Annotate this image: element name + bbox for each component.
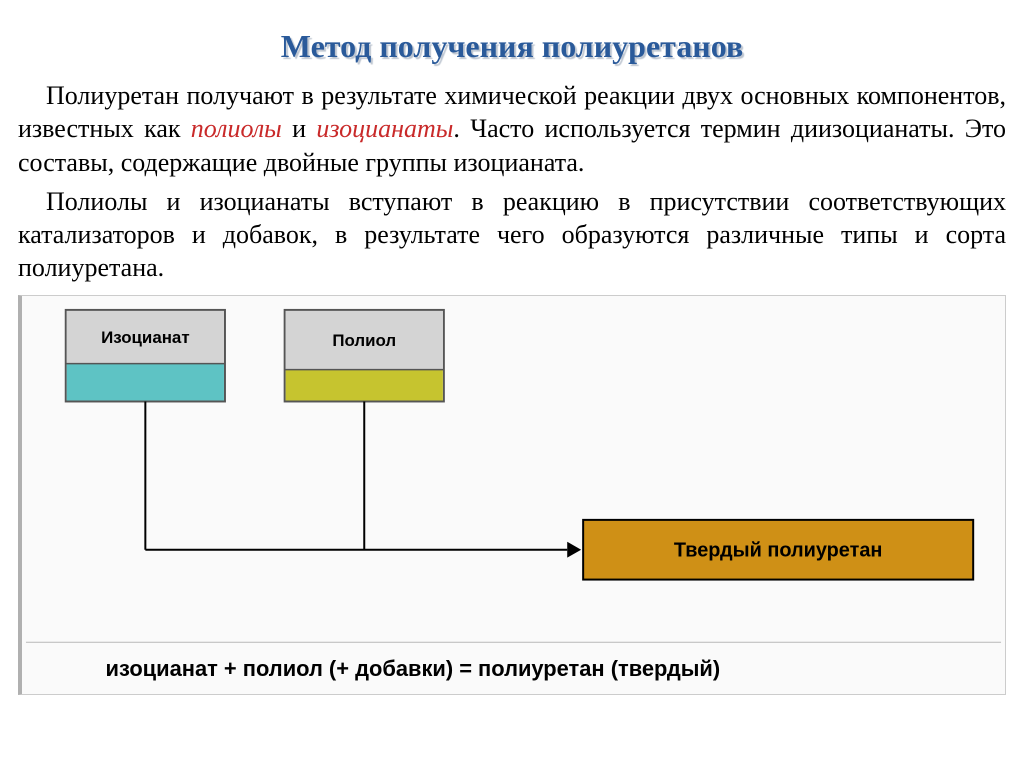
paragraph-2: Полиолы и изоцианаты вступают в реакцию …	[18, 185, 1006, 285]
svg-text:изоцианат + полиол (+ добавки): изоцианат + полиол (+ добавки) = полиуре…	[106, 656, 721, 681]
keyword-isocyanates: изоцианаты	[316, 114, 453, 143]
slide-title: Метод получения полиуретанов	[18, 28, 1006, 65]
process-diagram: Изоцианат Полиол Твердый полиуретан изоциан…	[22, 296, 1005, 694]
svg-text:Твердый полиуретан: Твердый полиуретан	[674, 539, 883, 561]
diagram-container: Изоцианат Полиол Твердый полиуретан изоциан…	[18, 295, 1006, 695]
paragraph-1: Полиуретан получают в результате химичес…	[18, 79, 1006, 179]
svg-text:Полиол: Полиол	[332, 330, 396, 349]
svg-text:Изоцианат: Изоцианат	[101, 327, 190, 346]
p1-frag-b: и	[282, 114, 317, 143]
slide-root: Метод получения полиуретанов Полиуретан …	[0, 0, 1024, 767]
keyword-poliols: полиолы	[191, 114, 282, 143]
diagram-inner: Изоцианат Полиол Твердый полиуретан изоциан…	[22, 296, 1005, 694]
